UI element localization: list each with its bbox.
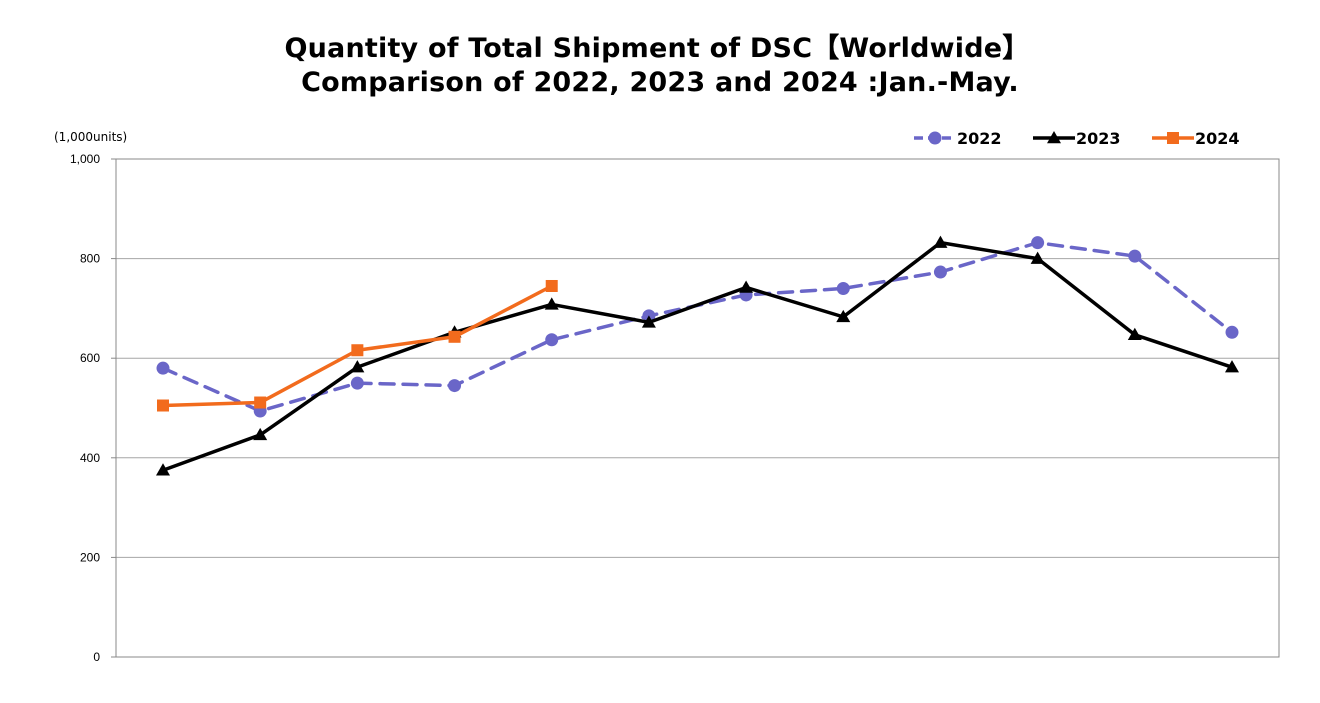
data-point-2023 xyxy=(739,280,754,293)
plot-area-border xyxy=(115,158,1280,658)
y-tick-label: 400 xyxy=(80,451,100,465)
y-axis-unit-label: (1,000units) xyxy=(54,130,128,144)
data-point-2023 xyxy=(1225,360,1239,373)
y-tick-label: 1,000 xyxy=(70,152,100,166)
series-line-2022 xyxy=(161,240,1234,413)
data-point-2022 xyxy=(1031,236,1045,250)
legend-item-2022: 2022 xyxy=(914,129,1002,148)
legend: 2022 2023 2024 xyxy=(914,129,1240,148)
data-point-2022 xyxy=(933,265,947,279)
series-2024 xyxy=(157,279,558,412)
data-point-2022 xyxy=(545,333,559,347)
y-tick-label: 800 xyxy=(80,252,100,266)
legend-item-2023: 2023 xyxy=(1033,129,1121,148)
data-point-2023 xyxy=(1127,327,1142,341)
chart-title: Quantity of Total Shipment of DSC【Worldw… xyxy=(284,33,1030,64)
data-point-2022 xyxy=(350,376,364,390)
legend-marker-2022 xyxy=(928,131,942,145)
data-point-2023 xyxy=(253,427,268,441)
data-point-2024 xyxy=(545,279,558,292)
legend-label-2023: 2023 xyxy=(1076,129,1121,148)
series-plot xyxy=(156,235,1239,476)
data-point-2023 xyxy=(156,463,170,476)
data-point-2023 xyxy=(1030,251,1045,264)
data-point-2022 xyxy=(1225,325,1239,339)
series-line-2023 xyxy=(161,240,1234,472)
data-point-2024 xyxy=(254,396,267,409)
legend-marker-2023 xyxy=(1047,131,1061,144)
legend-label-2022: 2022 xyxy=(957,129,1002,148)
y-tick-label: 600 xyxy=(80,351,100,365)
axes: 0 200 400 600 800 1,000 xyxy=(70,152,1280,664)
data-point-2023 xyxy=(836,309,851,323)
data-point-2024 xyxy=(351,344,364,357)
y-tick-label: 200 xyxy=(80,550,100,564)
legend-marker-2024 xyxy=(1167,132,1179,144)
data-point-2023 xyxy=(350,360,365,373)
legend-label-2024: 2024 xyxy=(1195,129,1240,148)
data-point-2024 xyxy=(448,330,461,343)
data-point-2022 xyxy=(448,379,462,393)
data-point-2023 xyxy=(933,235,948,248)
data-point-2024 xyxy=(157,399,169,412)
series-2022 xyxy=(156,236,1239,418)
legend-item-2024: 2024 xyxy=(1152,129,1240,148)
data-point-2023 xyxy=(641,315,656,328)
data-point-2022 xyxy=(836,281,850,295)
data-point-2022 xyxy=(156,361,170,375)
data-point-2023 xyxy=(544,297,559,310)
chart-subtitle: Comparison of 2022, 2023 and 2024 :Jan.-… xyxy=(301,67,1019,98)
data-point-2022 xyxy=(1128,249,1142,263)
y-tick-label: 0 xyxy=(93,650,100,664)
grid-lines xyxy=(116,258,1279,558)
series-2023 xyxy=(156,235,1239,476)
